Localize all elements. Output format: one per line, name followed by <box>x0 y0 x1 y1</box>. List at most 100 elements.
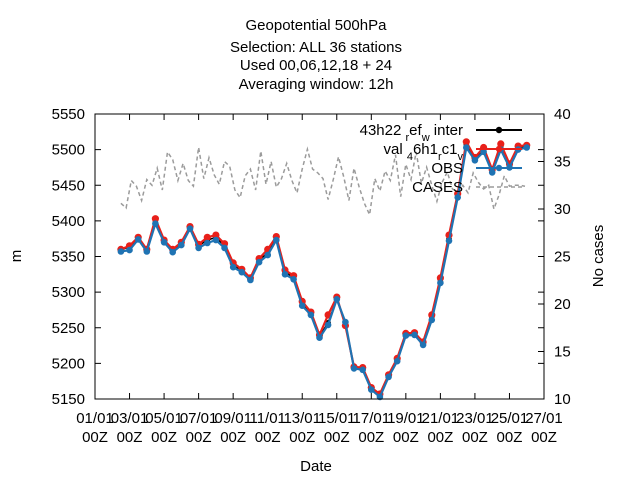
legend-label-part: v <box>458 151 464 163</box>
data-point <box>195 244 202 252</box>
data-point <box>480 148 487 156</box>
y-tick-label: 5200 <box>52 355 85 372</box>
data-point <box>290 276 297 283</box>
x-axis: 01/0100Z03/0100Z05/0100Z07/0100Z09/0100Z… <box>76 114 563 446</box>
data-point <box>134 236 142 243</box>
data-point <box>264 251 272 259</box>
x-tick-label-hour: 00Z <box>427 429 453 446</box>
x-tick-label-hour: 00Z <box>324 429 350 446</box>
x-tick-label-date: 05/01 <box>145 410 183 427</box>
data-point <box>238 268 246 276</box>
data-point <box>316 334 323 342</box>
data-point <box>497 140 505 148</box>
legend-swatch-marker <box>495 164 503 172</box>
data-point <box>488 169 496 176</box>
data-point <box>178 241 185 249</box>
data-point <box>402 332 410 339</box>
data-point <box>212 231 220 239</box>
y2-tick-label: 15 <box>554 344 571 361</box>
x-tick-label-date: 19/01 <box>387 410 425 427</box>
data-point <box>385 373 392 381</box>
data-point <box>204 239 211 247</box>
data-point <box>350 365 358 372</box>
data-point <box>359 366 367 374</box>
y-tick-label: 5500 <box>52 142 85 159</box>
x-tick-label-hour: 00Z <box>393 429 419 446</box>
y-axis-label: m <box>8 250 25 263</box>
x-tick-label-hour: 00Z <box>462 429 488 446</box>
series-2 <box>117 144 530 401</box>
legend-label-part: ef <box>409 122 422 139</box>
x-tick-label-date: 13/01 <box>283 410 321 427</box>
data-point <box>229 263 237 271</box>
data-point <box>273 236 280 244</box>
data-point <box>247 276 254 284</box>
y-tick-label: 5450 <box>52 177 85 194</box>
legend-label-part: 4 <box>407 151 413 163</box>
data-point <box>523 144 530 151</box>
legend-label: 43h22 refw inter <box>360 122 463 144</box>
x-tick-label-date: 21/01 <box>422 410 460 427</box>
title-line-3: Used 00,06,12,18 + 24 <box>240 57 392 74</box>
x-tick-label-hour: 00Z <box>497 429 523 446</box>
y-tick-label: 5400 <box>52 213 85 230</box>
y-axis-left: 5150 5200 5250 5300 5350 5400 5450 5500 5550 <box>52 106 544 408</box>
x-tick-label-date: 07/01 <box>180 410 218 427</box>
legend-swatch-marker <box>495 126 503 134</box>
legend-label-part: r <box>406 132 410 144</box>
y2-axis-label: No cases <box>590 225 607 288</box>
x-tick-label-date: 09/01 <box>214 410 252 427</box>
legend-label-part: 6h1 <box>413 141 438 158</box>
data-point <box>160 239 168 246</box>
data-point <box>151 215 159 223</box>
x-tick-label-date: 23/01 <box>456 410 494 427</box>
data-point <box>333 296 341 303</box>
x-tick-label-hour: 00Z <box>82 429 108 446</box>
y2-tick-label: 30 <box>554 201 571 218</box>
y-tick-label: 5350 <box>52 249 85 266</box>
chart-title: Geopotential 500hPa Selection: ALL 36 st… <box>230 17 402 93</box>
title-line-4: Averaging window: 12h <box>239 76 394 93</box>
x-tick-label-hour: 00Z <box>289 429 315 446</box>
data-point <box>393 357 401 365</box>
x-tick-label-date: 03/01 <box>111 410 149 427</box>
legend-label: OBS <box>431 160 463 177</box>
data-point <box>143 248 151 255</box>
legend-swatch-marker <box>495 145 503 153</box>
data-point <box>368 386 375 394</box>
data-point <box>152 220 159 227</box>
data-point <box>117 248 125 255</box>
data-point <box>324 321 332 329</box>
data-point <box>255 258 263 266</box>
series-layer <box>117 138 531 401</box>
legend-label-part: inter <box>430 122 463 139</box>
x-tick-label-date: 25/01 <box>491 410 529 427</box>
x-tick-label-date: 01/01 <box>76 410 114 427</box>
y2-tick-label: 35 <box>554 154 571 171</box>
data-point <box>298 302 306 310</box>
legend-label: val 46h1rc1v <box>383 141 463 163</box>
x-tick-label-hour: 00Z <box>117 429 143 446</box>
data-point <box>445 237 453 245</box>
y2-tick-label: 10 <box>554 391 571 408</box>
legend-label-main: 43h22 <box>360 122 406 139</box>
data-point <box>437 279 444 287</box>
data-point <box>203 233 211 241</box>
data-point <box>462 138 470 146</box>
x-tick-label-hour: 00Z <box>220 429 246 446</box>
x-tick-label-date: 15/01 <box>318 410 356 427</box>
legend-label-part: c1 <box>442 141 458 158</box>
data-point <box>221 244 228 252</box>
data-point <box>463 144 470 151</box>
x-tick-label-date: 11/01 <box>249 410 285 427</box>
x-tick-label-date: 17/01 <box>353 410 391 427</box>
x-tick-label-hour: 00Z <box>151 429 177 446</box>
x-tick-label-hour: 00Z <box>255 429 281 446</box>
data-point <box>212 236 220 244</box>
data-point <box>471 157 479 164</box>
data-point <box>428 316 436 324</box>
y2-tick-label: 40 <box>554 106 571 123</box>
series-1 <box>117 138 531 398</box>
